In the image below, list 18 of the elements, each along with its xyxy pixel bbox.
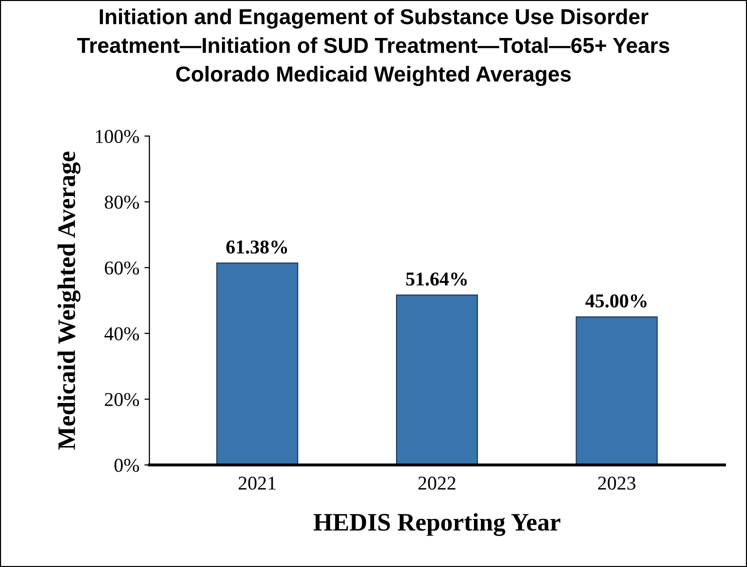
x-axis-title: HEDIS Reporting Year <box>314 513 560 536</box>
y-tick-label: 20% <box>104 392 140 406</box>
y-tick-label: 0% <box>114 458 140 472</box>
y-tick-label: 40% <box>104 327 140 340</box>
data-label: 61.38% <box>226 240 288 254</box>
y-tick-label: 80% <box>104 196 140 209</box>
chart-title: Initiation and Engagement of Substance Use Disorder Treatment—Initiation of SUD Treatment—Total—65+ Years Colorado Medicaid Weighted Averages <box>77 8 670 86</box>
x-tick-label: 2021 <box>238 476 276 490</box>
x-tick-label: 2022 <box>418 476 456 490</box>
bar <box>396 294 478 465</box>
bar <box>576 316 658 465</box>
bar <box>216 262 298 465</box>
y-tick-label: 60% <box>104 261 140 275</box>
y-tick-label: 100% <box>96 130 140 144</box>
x-tick-label: 2023 <box>598 476 636 490</box>
y-axis-title: Medicaid Weighted Average <box>58 152 80 450</box>
data-label: 45.00% <box>585 294 647 308</box>
data-label: 51.64% <box>406 272 467 286</box>
